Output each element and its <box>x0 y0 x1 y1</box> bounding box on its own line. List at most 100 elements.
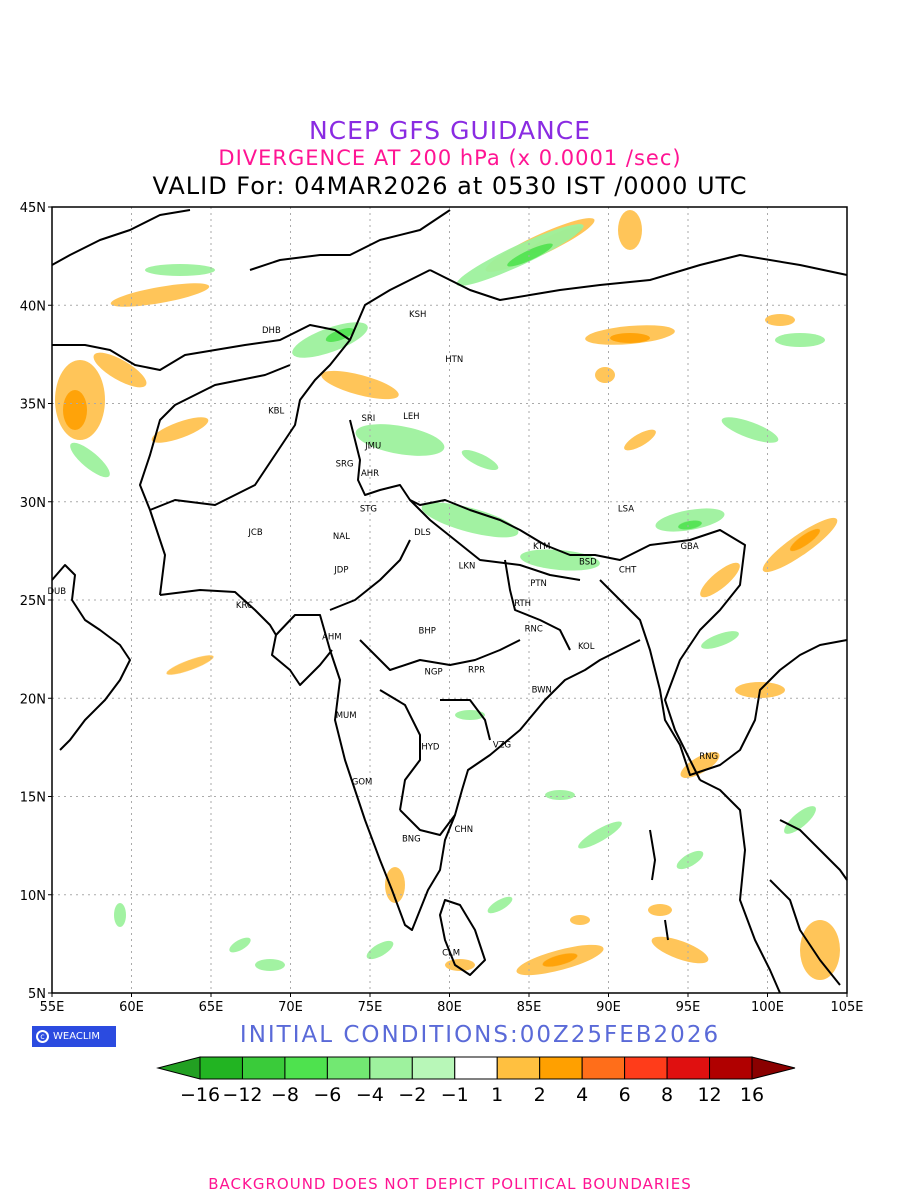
legend-label: −16 <box>180 1084 220 1106</box>
legend-label: −6 <box>313 1084 341 1106</box>
legend-swatch <box>199 1056 243 1080</box>
station-label: MUM <box>336 711 357 721</box>
legend-label: −4 <box>356 1084 384 1106</box>
lat-tick-label: 25N <box>20 594 46 609</box>
station-label: RTH <box>514 599 531 609</box>
lat-tick-label: 40N <box>20 299 46 314</box>
station-label: SRI <box>362 414 376 424</box>
copyright-icon: c <box>36 1030 49 1043</box>
station-label: RNG <box>699 752 718 762</box>
valid-time: VALID For: 04MAR2026 at 0530 IST /0000 U… <box>152 172 748 200</box>
legend-swatch <box>496 1056 541 1080</box>
lat-tick-label: 10N <box>20 889 46 904</box>
legend-swatch <box>326 1056 371 1080</box>
lon-tick-label: 70E <box>278 1000 303 1015</box>
legend-swatch <box>454 1056 498 1080</box>
legend-label: −12 <box>222 1084 262 1106</box>
color-legend: −16 −12 −8 −6 −4 −2 −1 1 2 4 6 8 12 16 <box>156 1056 796 1106</box>
boundary-note: BACKGROUND DOES NOT DEPICT POLITICAL BOU… <box>208 1175 692 1193</box>
legend-swatch <box>241 1056 286 1080</box>
station-label: DUB <box>47 587 66 597</box>
station-label: AHR <box>361 469 379 479</box>
station-label: CLM <box>442 949 460 959</box>
station-label: KSH <box>409 310 426 320</box>
legend-swatch <box>284 1056 328 1080</box>
station-label: NGP <box>425 668 443 678</box>
lon-tick-label: 75E <box>358 1000 383 1015</box>
station-label: SRG <box>336 459 354 469</box>
axis-ticks: 55E 60E 65E 70E 75E 80E 85E 90E 95E 100E 105E 45N 40… <box>20 201 864 1015</box>
legend-label: 6 <box>619 1084 631 1106</box>
legend-swatch <box>581 1056 626 1080</box>
lat-tick-label: 5N <box>28 987 46 1002</box>
station-label: AHM <box>322 632 342 642</box>
lon-tick-label: 85E <box>517 1000 542 1015</box>
station-label: NAL <box>333 532 350 542</box>
legend-swatch <box>624 1056 668 1080</box>
station-label: BSD <box>579 558 597 568</box>
legend-label: 16 <box>740 1084 764 1106</box>
station-label: LSA <box>618 505 634 515</box>
lat-tick-label: 20N <box>20 692 46 707</box>
station-label: JCB <box>247 528 262 538</box>
legend-label: 2 <box>534 1084 546 1106</box>
lon-tick-label: 90E <box>596 1000 621 1015</box>
legend-label: −1 <box>441 1084 469 1106</box>
weaclim-logo: c WEACLIM <box>32 1026 116 1047</box>
lon-tick-label: 80E <box>437 1000 462 1015</box>
brand-label: WEACLIM <box>53 1031 101 1042</box>
legend-label: −8 <box>271 1084 299 1106</box>
station-labels: KSH DHB HTN KBL SRI LEH JMU SRG AHR STG DLS JCB NAL L… <box>47 310 718 959</box>
station-label: PTN <box>530 579 547 589</box>
legend-label: −2 <box>398 1084 426 1106</box>
legend-swatch <box>369 1056 413 1080</box>
station-label: DLS <box>414 528 431 538</box>
station-label: GBA <box>680 542 698 552</box>
lon-tick-label: 60E <box>119 1000 144 1015</box>
legend-label: 12 <box>697 1084 721 1106</box>
station-label: RPR <box>468 666 485 676</box>
station-label: CHT <box>619 565 637 575</box>
lon-tick-label: 100E <box>751 1000 784 1015</box>
station-label: DHB <box>262 326 281 336</box>
station-label: BHP <box>419 626 436 636</box>
station-label: KBL <box>268 406 284 416</box>
lon-tick-label: 105E <box>830 1000 863 1015</box>
station-label: GOM <box>352 778 373 788</box>
coastlines <box>51 209 848 994</box>
station-label: KRC <box>236 601 253 611</box>
station-label: HYD <box>421 742 440 752</box>
initial-conditions: INITIAL CONDITIONS:00Z25FEB2026 <box>239 1022 721 1048</box>
legend-swatch <box>666 1056 711 1080</box>
station-label: STG <box>360 505 377 515</box>
lon-tick-label: 95E <box>676 1000 701 1015</box>
legend-arrow-left <box>156 1056 201 1080</box>
legend-label: 1 <box>491 1084 503 1106</box>
station-label: JMU <box>364 442 381 452</box>
legend-swatch <box>539 1056 583 1080</box>
chart-subtitle: DIVERGENCE AT 200 hPa (x 0.0001 /sec) <box>218 146 682 170</box>
legend-swatch <box>709 1056 753 1080</box>
station-label: LKN <box>459 562 476 572</box>
legend-swatch <box>411 1056 456 1080</box>
legend-label: 4 <box>576 1084 588 1106</box>
station-label: KOL <box>578 642 595 652</box>
graticule <box>52 207 847 993</box>
station-label: JDP <box>333 565 348 575</box>
divergence-field <box>55 210 840 980</box>
lon-tick-label: 65E <box>199 1000 224 1015</box>
lat-tick-label: 15N <box>20 791 46 806</box>
lat-tick-label: 35N <box>20 398 46 413</box>
legend-arrow-right <box>751 1056 796 1080</box>
station-label: BWN <box>532 685 552 695</box>
station-label: VZG <box>493 740 511 750</box>
station-label: LEH <box>403 412 420 422</box>
lon-tick-label: 55E <box>40 1000 65 1015</box>
station-label: CHN <box>454 825 473 835</box>
lat-tick-label: 45N <box>20 201 46 216</box>
legend-label: 8 <box>661 1084 673 1106</box>
station-label: HTN <box>445 355 463 365</box>
station-label: RNC <box>525 624 543 634</box>
station-label: BNG <box>402 835 421 845</box>
